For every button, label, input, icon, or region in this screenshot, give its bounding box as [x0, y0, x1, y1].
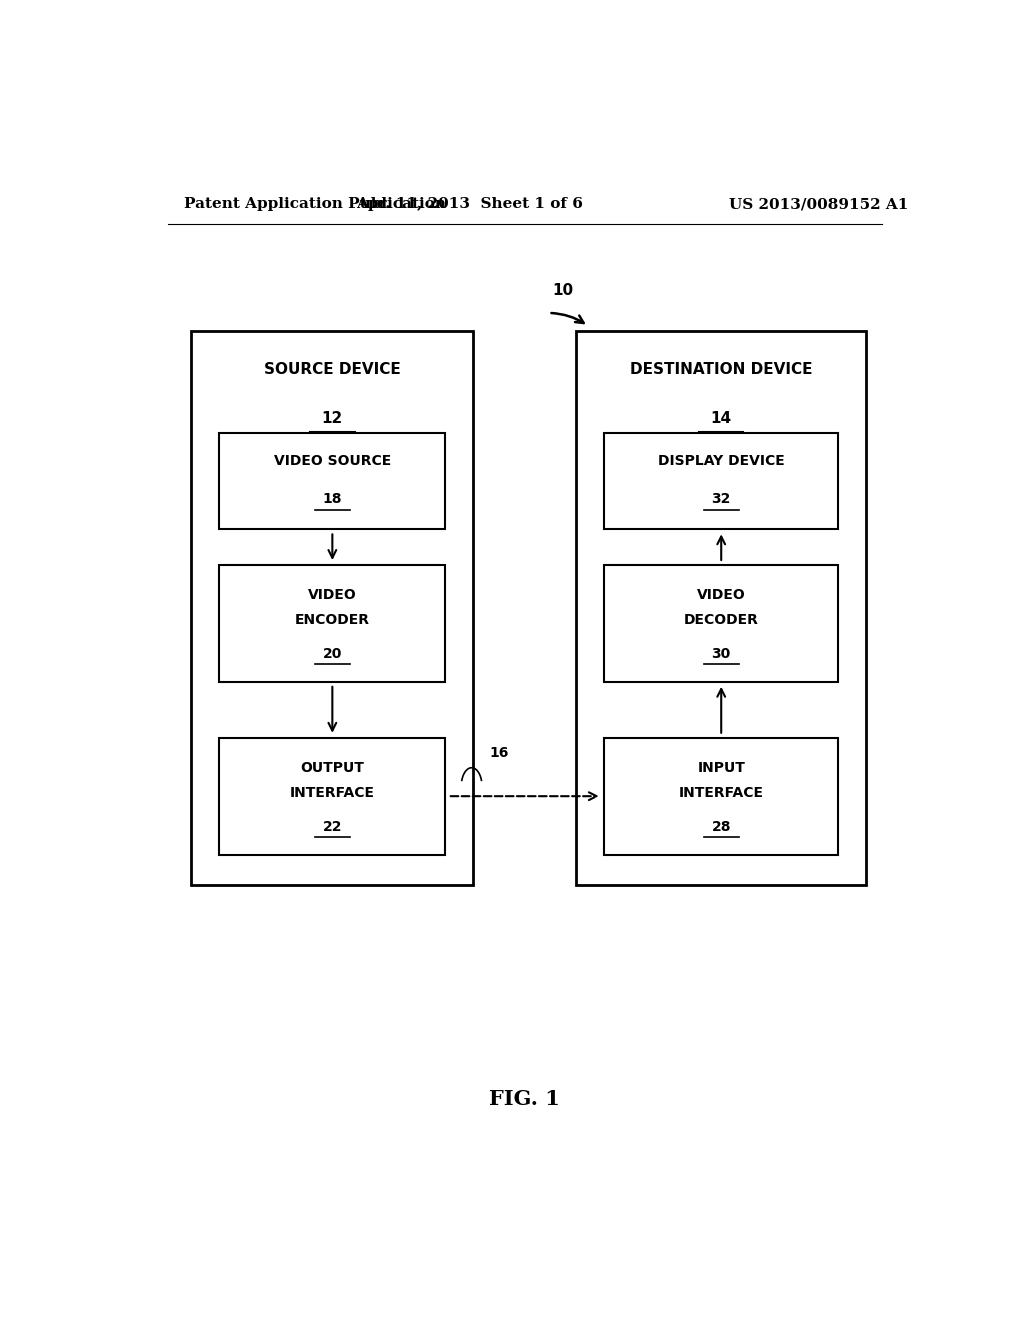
Text: US 2013/0089152 A1: US 2013/0089152 A1	[729, 197, 908, 211]
Bar	[219, 433, 445, 529]
Text: VIDEO: VIDEO	[308, 587, 356, 602]
Text: SOURCE DEVICE: SOURCE DEVICE	[264, 362, 400, 378]
Text: DISPLAY DEVICE: DISPLAY DEVICE	[657, 454, 784, 467]
Text: 30: 30	[712, 647, 731, 661]
Bar	[604, 433, 839, 529]
Bar	[604, 565, 839, 682]
Text: 14: 14	[711, 411, 732, 426]
Text: 28: 28	[712, 820, 731, 834]
Text: ENCODER: ENCODER	[295, 614, 370, 627]
Text: 16: 16	[489, 746, 509, 760]
Bar	[604, 738, 839, 854]
Bar	[219, 738, 445, 854]
Text: DECODER: DECODER	[684, 614, 759, 627]
Text: INPUT: INPUT	[697, 760, 745, 775]
Bar	[577, 331, 866, 886]
Text: 10: 10	[553, 282, 573, 298]
Text: 22: 22	[323, 820, 342, 834]
Text: INTERFACE: INTERFACE	[290, 787, 375, 800]
Text: VIDEO: VIDEO	[697, 587, 745, 602]
Bar	[219, 565, 445, 682]
Text: 12: 12	[322, 411, 343, 426]
Bar	[191, 331, 473, 886]
Text: INTERFACE: INTERFACE	[679, 787, 764, 800]
Text: 20: 20	[323, 647, 342, 661]
Text: Apr. 11, 2013  Sheet 1 of 6: Apr. 11, 2013 Sheet 1 of 6	[355, 197, 583, 211]
Text: 32: 32	[712, 492, 731, 507]
Text: FIG. 1: FIG. 1	[489, 1089, 560, 1109]
Text: 18: 18	[323, 492, 342, 507]
Text: OUTPUT: OUTPUT	[300, 760, 365, 775]
Text: Patent Application Publication: Patent Application Publication	[183, 197, 445, 211]
Text: VIDEO SOURCE: VIDEO SOURCE	[273, 454, 391, 467]
Text: DESTINATION DEVICE: DESTINATION DEVICE	[630, 362, 812, 378]
